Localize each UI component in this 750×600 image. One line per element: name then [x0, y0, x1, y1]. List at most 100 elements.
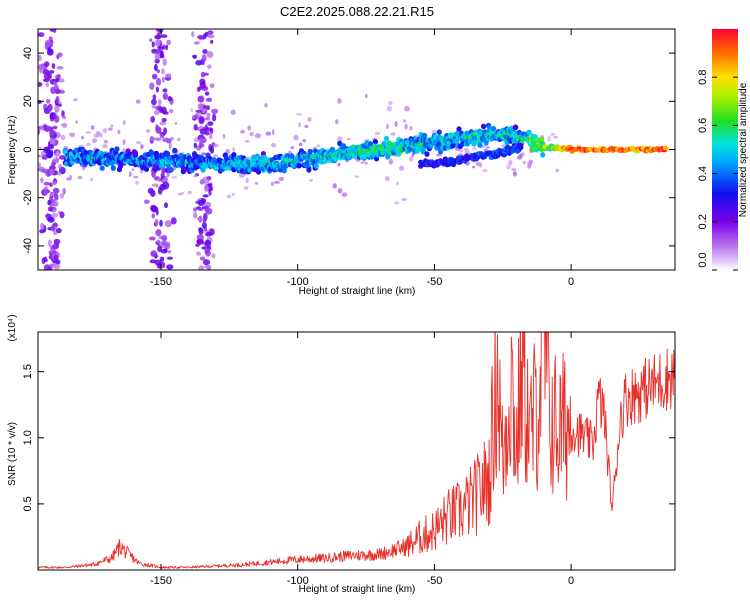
- spectrogram-noise-mark: [408, 156, 414, 162]
- spectrogram-noise-mark: [53, 201, 59, 207]
- spectrogram-ridge-mark: [132, 150, 139, 156]
- spectrogram-noise-mark: [166, 172, 170, 178]
- spectrogram-noise-mark: [38, 100, 42, 104]
- spectrogram-noise-mark: [165, 241, 171, 250]
- spectrogram-ridge-mark: [456, 126, 462, 132]
- spectrogram-noise-mark: [122, 120, 126, 125]
- spectrogram-noise-mark: [193, 207, 198, 212]
- spectrogram-noise-mark: [191, 31, 195, 38]
- spectrogram-noise-mark: [43, 264, 51, 270]
- spectrogram-noise-mark: [47, 103, 53, 112]
- spectrogram-noise-mark: [205, 127, 213, 132]
- spectrogram-noise-mark: [53, 193, 59, 201]
- y-tick-label: 20: [22, 95, 34, 107]
- spectrogram-noise-mark: [202, 219, 207, 223]
- spectrogram-noise-mark: [135, 99, 141, 104]
- y-tick-label: 1.5: [22, 364, 34, 379]
- spectrogram-noise-mark: [403, 119, 407, 123]
- spectrogram-noise-mark: [274, 180, 280, 184]
- spectrogram-noise-mark: [156, 77, 162, 86]
- spectrogram-noise-mark: [49, 70, 55, 74]
- spectrogram-ridge-mark: [296, 162, 302, 169]
- spectrogram-noise-mark: [171, 176, 177, 179]
- spectrogram-noise-mark: [44, 39, 53, 48]
- spectrogram-noise-mark: [202, 259, 211, 266]
- spectrogram-noise-mark: [61, 115, 67, 119]
- snr-y-axis-label: SNR (10 * v/v): [7, 422, 18, 486]
- spectrogram-noise-mark: [247, 125, 252, 131]
- spectrogram-ridge-mark: [167, 167, 173, 174]
- spectrogram-ridge-mark: [255, 169, 262, 175]
- spectrogram-noise-mark: [337, 98, 342, 104]
- spectrogram-noise-mark: [162, 181, 170, 190]
- spectrogram-noise-mark: [264, 103, 268, 108]
- spectrogram-noise-mark: [135, 180, 139, 185]
- spectrogram-noise-mark: [59, 78, 65, 83]
- spectrogram-ridge-mark: [424, 151, 430, 157]
- spectrogram-ridge-mark: [110, 165, 116, 171]
- spectrogram-noise-mark: [197, 103, 204, 110]
- spectrogram-noise-mark: [85, 131, 92, 134]
- spectrogram-noise-mark: [198, 116, 205, 124]
- spectrogram-noise-mark: [197, 217, 203, 221]
- spectrogram-noise-mark: [173, 167, 177, 171]
- spectrogram-ridge-mark: [200, 167, 206, 173]
- spectrogram-noise-mark: [156, 32, 161, 40]
- spectrogram-noise-mark: [458, 148, 463, 153]
- spectrogram-noise-mark: [147, 187, 154, 194]
- spectrogram-noise-mark: [522, 160, 526, 165]
- spectrogram-noise-mark: [150, 204, 157, 212]
- colorbar-label: Normalized spectral amplitude: [738, 82, 749, 217]
- spectrogram-noise-mark: [201, 54, 207, 62]
- spectrogram-noise-mark: [512, 171, 517, 177]
- spectrogram-noise-mark: [190, 108, 194, 113]
- spectrogram-noise-mark: [102, 127, 108, 134]
- spectrogram-ridge-mark: [532, 134, 538, 140]
- spectrogram-noise-mark: [52, 114, 57, 118]
- spectrogram-noise-mark: [96, 131, 100, 135]
- spectrogram-noise-mark: [354, 175, 360, 179]
- spectrogram-noise-mark: [46, 150, 54, 158]
- spectrogram-noise-mark: [239, 172, 245, 178]
- spectrogram-noise-mark: [302, 139, 307, 143]
- spectrogram-noise-mark: [213, 154, 219, 158]
- spectrogram-noise-mark: [161, 68, 165, 75]
- spectrogram-noise-mark: [161, 106, 167, 115]
- spectrogram-noise-mark: [48, 250, 54, 254]
- spectrogram-noise-mark: [170, 217, 177, 225]
- spectrogram-noise-mark: [364, 161, 368, 165]
- spectrogram-noise-mark: [47, 199, 51, 206]
- y-tick-label: 40: [22, 47, 34, 59]
- colorbar: 0.0 0.2 0.4 0.6 0.8 Normalized spectral ampl…: [697, 29, 749, 271]
- spectrogram-noise-mark: [472, 165, 476, 169]
- spectrogram-noise-mark: [298, 142, 303, 147]
- colorbar-gradient: [712, 29, 738, 270]
- spectrogram-noise-mark: [197, 35, 205, 40]
- spectrogram-noise-mark: [155, 86, 159, 93]
- spectrogram-noise-mark: [194, 41, 200, 45]
- spectrogram-noise-mark: [472, 146, 477, 151]
- spectrogram-noise-mark: [45, 81, 49, 88]
- spectrogram-noise-mark: [56, 66, 64, 70]
- spectrogram-noise-mark: [41, 168, 48, 173]
- spectrogram-noise-mark: [163, 127, 168, 135]
- spectrogram-noise-mark: [196, 251, 201, 256]
- spectrogram-noise-mark: [157, 186, 163, 195]
- spectrogram-noise-mark: [166, 256, 173, 260]
- spectrogram-noise-mark: [47, 72, 52, 80]
- spectrogram-noise-mark: [404, 105, 410, 112]
- spectrogram-noise-mark: [511, 168, 517, 171]
- spectrogram-noise-mark: [57, 52, 63, 58]
- snr-panel: -150 -100 -50 0 0.5 1.0 1.5 Height of straigh…: [7, 314, 676, 595]
- spectrogram-ridge-mark: [114, 146, 120, 152]
- spectrogram-noise-mark: [154, 58, 160, 64]
- spectrogram-noise-mark: [465, 150, 470, 154]
- spectrogram-noise-mark: [374, 131, 380, 136]
- spectrogram-noise-mark: [204, 264, 212, 269]
- spectrogram-noise-mark: [38, 54, 42, 62]
- spectrogram-noise-mark: [103, 139, 108, 144]
- spectrogram-noise-mark: [390, 132, 396, 136]
- spectrogram-noise-mark: [154, 110, 160, 115]
- spectrogram-ridge-mark: [289, 153, 295, 159]
